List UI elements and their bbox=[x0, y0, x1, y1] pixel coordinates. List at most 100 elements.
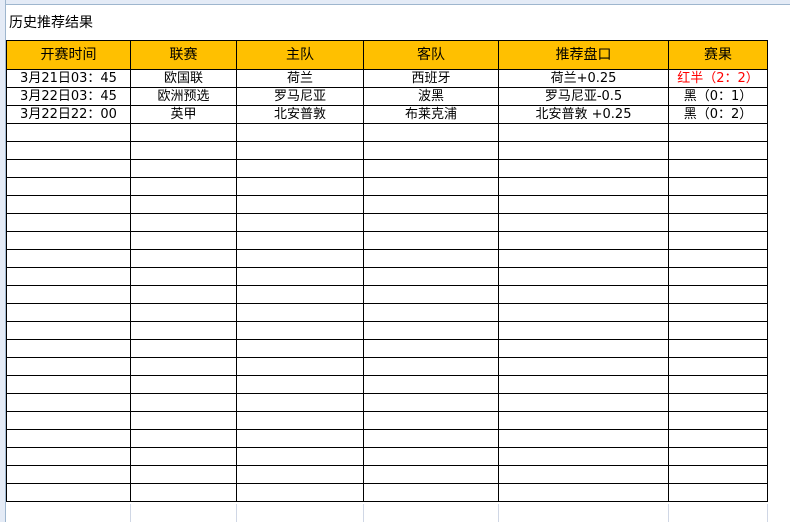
empty-cell[interactable] bbox=[236, 483, 364, 502]
empty-cell[interactable] bbox=[236, 285, 364, 304]
table-cell[interactable]: 布莱克浦 bbox=[363, 105, 499, 124]
empty-cell[interactable] bbox=[498, 411, 669, 430]
empty-cell[interactable] bbox=[236, 195, 364, 214]
empty-cell[interactable] bbox=[363, 123, 499, 142]
empty-cell[interactable] bbox=[498, 303, 669, 322]
empty-cell[interactable] bbox=[363, 375, 499, 394]
empty-cell[interactable] bbox=[363, 285, 499, 304]
empty-cell[interactable] bbox=[236, 159, 364, 178]
empty-cell[interactable] bbox=[363, 249, 499, 268]
empty-cell[interactable] bbox=[668, 321, 768, 340]
table-cell[interactable]: 罗马尼亚 bbox=[236, 87, 364, 106]
table-cell[interactable]: 英甲 bbox=[130, 105, 237, 124]
empty-cell[interactable] bbox=[668, 231, 768, 250]
empty-cell[interactable] bbox=[668, 267, 768, 286]
empty-cell[interactable] bbox=[236, 303, 364, 322]
empty-cell[interactable] bbox=[498, 123, 669, 142]
empty-cell[interactable] bbox=[6, 303, 131, 322]
empty-cell[interactable] bbox=[6, 195, 131, 214]
empty-cell[interactable] bbox=[236, 231, 364, 250]
empty-cell[interactable] bbox=[6, 411, 131, 430]
empty-cell[interactable] bbox=[236, 465, 364, 484]
empty-cell[interactable] bbox=[130, 213, 237, 232]
empty-cell[interactable] bbox=[498, 321, 669, 340]
empty-cell[interactable] bbox=[6, 285, 131, 304]
empty-cell[interactable] bbox=[363, 357, 499, 376]
empty-cell[interactable] bbox=[236, 177, 364, 196]
empty-cell[interactable] bbox=[236, 411, 364, 430]
empty-cell[interactable] bbox=[363, 213, 499, 232]
empty-cell[interactable] bbox=[130, 357, 237, 376]
table-cell[interactable]: 3月22日22：00 bbox=[6, 105, 131, 124]
empty-cell[interactable] bbox=[6, 393, 131, 412]
empty-cell[interactable] bbox=[363, 465, 499, 484]
column-header[interactable]: 主队 bbox=[236, 40, 364, 70]
empty-cell[interactable] bbox=[668, 465, 768, 484]
empty-cell[interactable] bbox=[363, 393, 499, 412]
empty-cell[interactable] bbox=[363, 429, 499, 448]
column-header[interactable]: 推荐盘口 bbox=[498, 40, 669, 70]
empty-cell[interactable] bbox=[498, 447, 669, 466]
empty-cell[interactable] bbox=[498, 483, 669, 502]
empty-cell[interactable] bbox=[130, 447, 237, 466]
empty-cell[interactable] bbox=[668, 447, 768, 466]
empty-cell[interactable] bbox=[130, 375, 237, 394]
table-cell[interactable]: 荷兰 bbox=[236, 69, 364, 88]
empty-cell[interactable] bbox=[668, 393, 768, 412]
empty-cell[interactable] bbox=[6, 267, 131, 286]
empty-cell[interactable] bbox=[6, 141, 131, 160]
table-cell[interactable]: 波黑 bbox=[363, 87, 499, 106]
empty-cell[interactable] bbox=[363, 411, 499, 430]
empty-cell[interactable] bbox=[236, 213, 364, 232]
empty-cell[interactable] bbox=[6, 429, 131, 448]
empty-cell[interactable] bbox=[236, 249, 364, 268]
table-cell[interactable]: 欧洲预选 bbox=[130, 87, 237, 106]
empty-cell[interactable] bbox=[130, 177, 237, 196]
empty-cell[interactable] bbox=[6, 465, 131, 484]
table-cell[interactable]: 北安普敦 +0.25 bbox=[498, 105, 669, 124]
empty-cell[interactable] bbox=[498, 267, 669, 286]
table-cell[interactable]: 罗马尼亚-0.5 bbox=[498, 87, 669, 106]
empty-cell[interactable] bbox=[236, 321, 364, 340]
empty-cell[interactable] bbox=[236, 123, 364, 142]
table-cell[interactable]: 北安普敦 bbox=[236, 105, 364, 124]
empty-cell[interactable] bbox=[6, 447, 131, 466]
empty-cell[interactable] bbox=[363, 231, 499, 250]
empty-cell[interactable] bbox=[130, 195, 237, 214]
empty-cell[interactable] bbox=[236, 429, 364, 448]
empty-cell[interactable] bbox=[6, 375, 131, 394]
column-header-strip[interactable] bbox=[0, 0, 790, 5]
empty-cell[interactable] bbox=[668, 285, 768, 304]
empty-cell[interactable] bbox=[236, 267, 364, 286]
empty-cell[interactable] bbox=[130, 141, 237, 160]
empty-cell[interactable] bbox=[6, 123, 131, 142]
empty-cell[interactable] bbox=[130, 411, 237, 430]
empty-cell[interactable] bbox=[668, 483, 768, 502]
empty-cell[interactable] bbox=[130, 159, 237, 178]
empty-cell[interactable] bbox=[6, 339, 131, 358]
empty-cell[interactable] bbox=[668, 123, 768, 142]
table-cell[interactable]: 西班牙 bbox=[363, 69, 499, 88]
empty-cell[interactable] bbox=[668, 339, 768, 358]
empty-cell[interactable] bbox=[668, 159, 768, 178]
empty-cell[interactable] bbox=[498, 195, 669, 214]
empty-cell[interactable] bbox=[498, 159, 669, 178]
empty-cell[interactable] bbox=[668, 177, 768, 196]
empty-cell[interactable] bbox=[6, 231, 131, 250]
empty-cell[interactable] bbox=[363, 303, 499, 322]
empty-cell[interactable] bbox=[6, 321, 131, 340]
empty-cell[interactable] bbox=[668, 195, 768, 214]
empty-cell[interactable] bbox=[363, 141, 499, 160]
column-header[interactable]: 联赛 bbox=[130, 40, 237, 70]
empty-cell[interactable] bbox=[236, 339, 364, 358]
empty-cell[interactable] bbox=[498, 357, 669, 376]
empty-cell[interactable] bbox=[668, 141, 768, 160]
empty-cell[interactable] bbox=[130, 303, 237, 322]
empty-cell[interactable] bbox=[6, 249, 131, 268]
empty-cell[interactable] bbox=[130, 393, 237, 412]
table-cell[interactable]: 黑（0：1） bbox=[668, 87, 768, 106]
column-header[interactable]: 开赛时间 bbox=[6, 40, 131, 70]
row-header-strip[interactable] bbox=[0, 0, 6, 522]
empty-cell[interactable] bbox=[6, 483, 131, 502]
empty-cell[interactable] bbox=[6, 159, 131, 178]
